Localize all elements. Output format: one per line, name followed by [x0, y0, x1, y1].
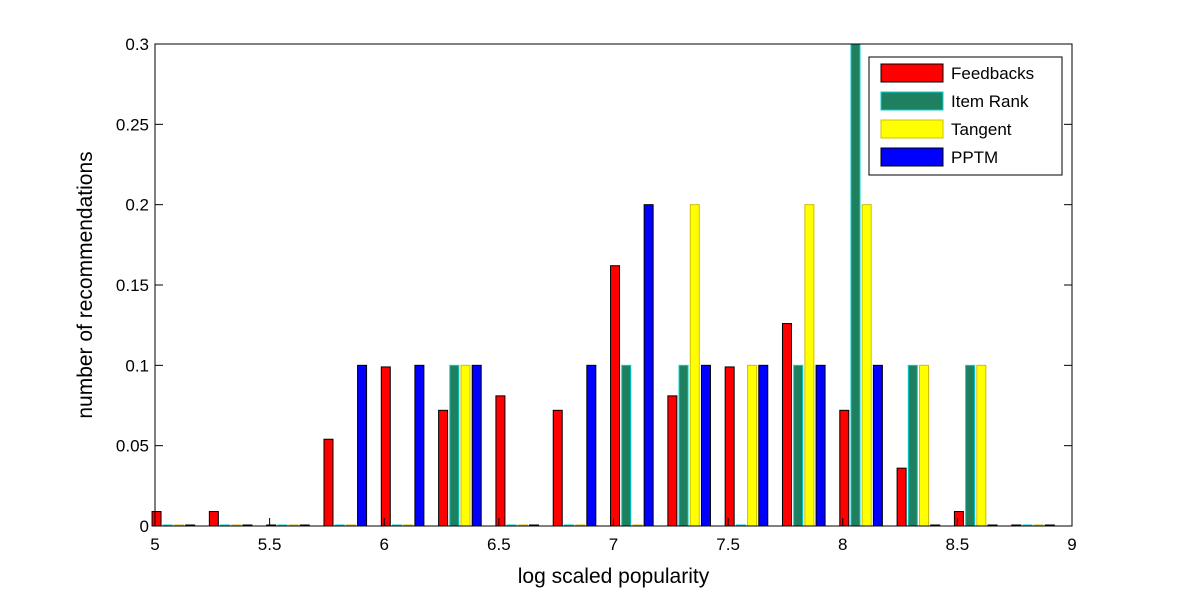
legend-label-feedbacks: Feedbacks: [951, 64, 1034, 83]
legend-label-pptm: PPTM: [951, 148, 998, 167]
bar-feedbacks-3: [323, 438, 334, 527]
x-tick-label: 5: [150, 535, 159, 554]
y-tick-label: 0: [140, 517, 149, 536]
bar-pptm-3: [357, 364, 368, 527]
bar-pptm-11: [815, 364, 826, 527]
x-axis-label: log scaled popularity: [518, 565, 710, 588]
bar-pptm-9: [700, 364, 711, 527]
bar-feedbacks-12: [839, 409, 850, 527]
bar-pptm-12: [872, 364, 883, 527]
bar-tangent-11: [804, 204, 815, 527]
bar-pptm-7: [586, 364, 597, 527]
bar-feedbacks-5: [438, 409, 449, 527]
bar-feedbacks-13: [896, 467, 907, 527]
bar-pptm-10: [758, 364, 769, 527]
x-tick-label: 6: [380, 535, 389, 554]
bar-tangent-14: [976, 364, 987, 527]
bar-feedbacks-9: [667, 395, 678, 527]
bars-group: [151, 43, 1055, 527]
x-axis: 5 5.5 6 6.5 7 7.5 8 8.5 9: [150, 518, 1077, 554]
bar-feedbacks-14: [953, 511, 964, 527]
bar-item-rank-8: [621, 364, 632, 527]
x-tick-label: 8: [838, 535, 847, 554]
bar-feedbacks-10: [724, 366, 735, 527]
bar-tangent-9: [689, 204, 700, 527]
bar-feedbacks-7: [552, 409, 563, 527]
legend-label-item-rank: Item Rank: [951, 92, 1029, 111]
y-tick-label: 0.3: [125, 35, 149, 54]
y-tick-label: 0.1: [125, 356, 149, 375]
bar-tangent-13: [919, 364, 930, 527]
bar-item-rank-12: [850, 43, 861, 527]
legend-swatch-tangent: [880, 119, 944, 139]
bar-feedbacks-11: [781, 323, 792, 527]
legend-swatch-feedbacks: [880, 63, 944, 83]
legend: Feedbacks Item Rank Tangent PPTM: [868, 56, 1063, 176]
y-tick-label: 0.15: [116, 276, 149, 295]
x-tick-label: 5.5: [258, 535, 282, 554]
bar-item-rank-13: [907, 364, 918, 527]
bar-pptm-4: [414, 364, 425, 527]
legend-swatch-item-rank: [880, 91, 944, 111]
legend-swatch-pptm: [880, 147, 944, 167]
y-axis-label: number of recommendations: [74, 151, 97, 418]
x-tick-label: 9: [1067, 535, 1076, 554]
bar-item-rank-14: [965, 364, 976, 527]
legend-label-tangent: Tangent: [951, 120, 1012, 139]
x-tick-label: 7.5: [716, 535, 740, 554]
bar-item-rank-9: [678, 364, 689, 527]
bar-feedbacks-4: [380, 366, 391, 527]
bar-tangent-10: [747, 364, 758, 527]
bar-item-rank-11: [793, 364, 804, 527]
y-tick-label: 0.2: [125, 196, 149, 215]
bar-feedbacks-8: [610, 265, 621, 527]
x-tick-label: 7: [609, 535, 618, 554]
y-tick-label: 0.05: [116, 437, 149, 456]
bar-feedbacks-6: [495, 395, 506, 527]
bar-tangent-5: [460, 364, 471, 527]
y-axis: 0 0.05 0.1 0.15 0.2 0.25 0.3: [116, 35, 1072, 536]
y-tick-label: 0.25: [116, 115, 149, 134]
bar-feedbacks-0: [151, 511, 162, 527]
bar-item-rank-5: [449, 364, 460, 527]
x-tick-label: 6.5: [487, 535, 511, 554]
bar-tangent-12: [861, 204, 872, 527]
bar-feedbacks-1: [208, 511, 219, 527]
x-tick-label: 8.5: [946, 535, 970, 554]
bar-pptm-5: [471, 364, 482, 527]
bar-pptm-8: [643, 204, 654, 527]
